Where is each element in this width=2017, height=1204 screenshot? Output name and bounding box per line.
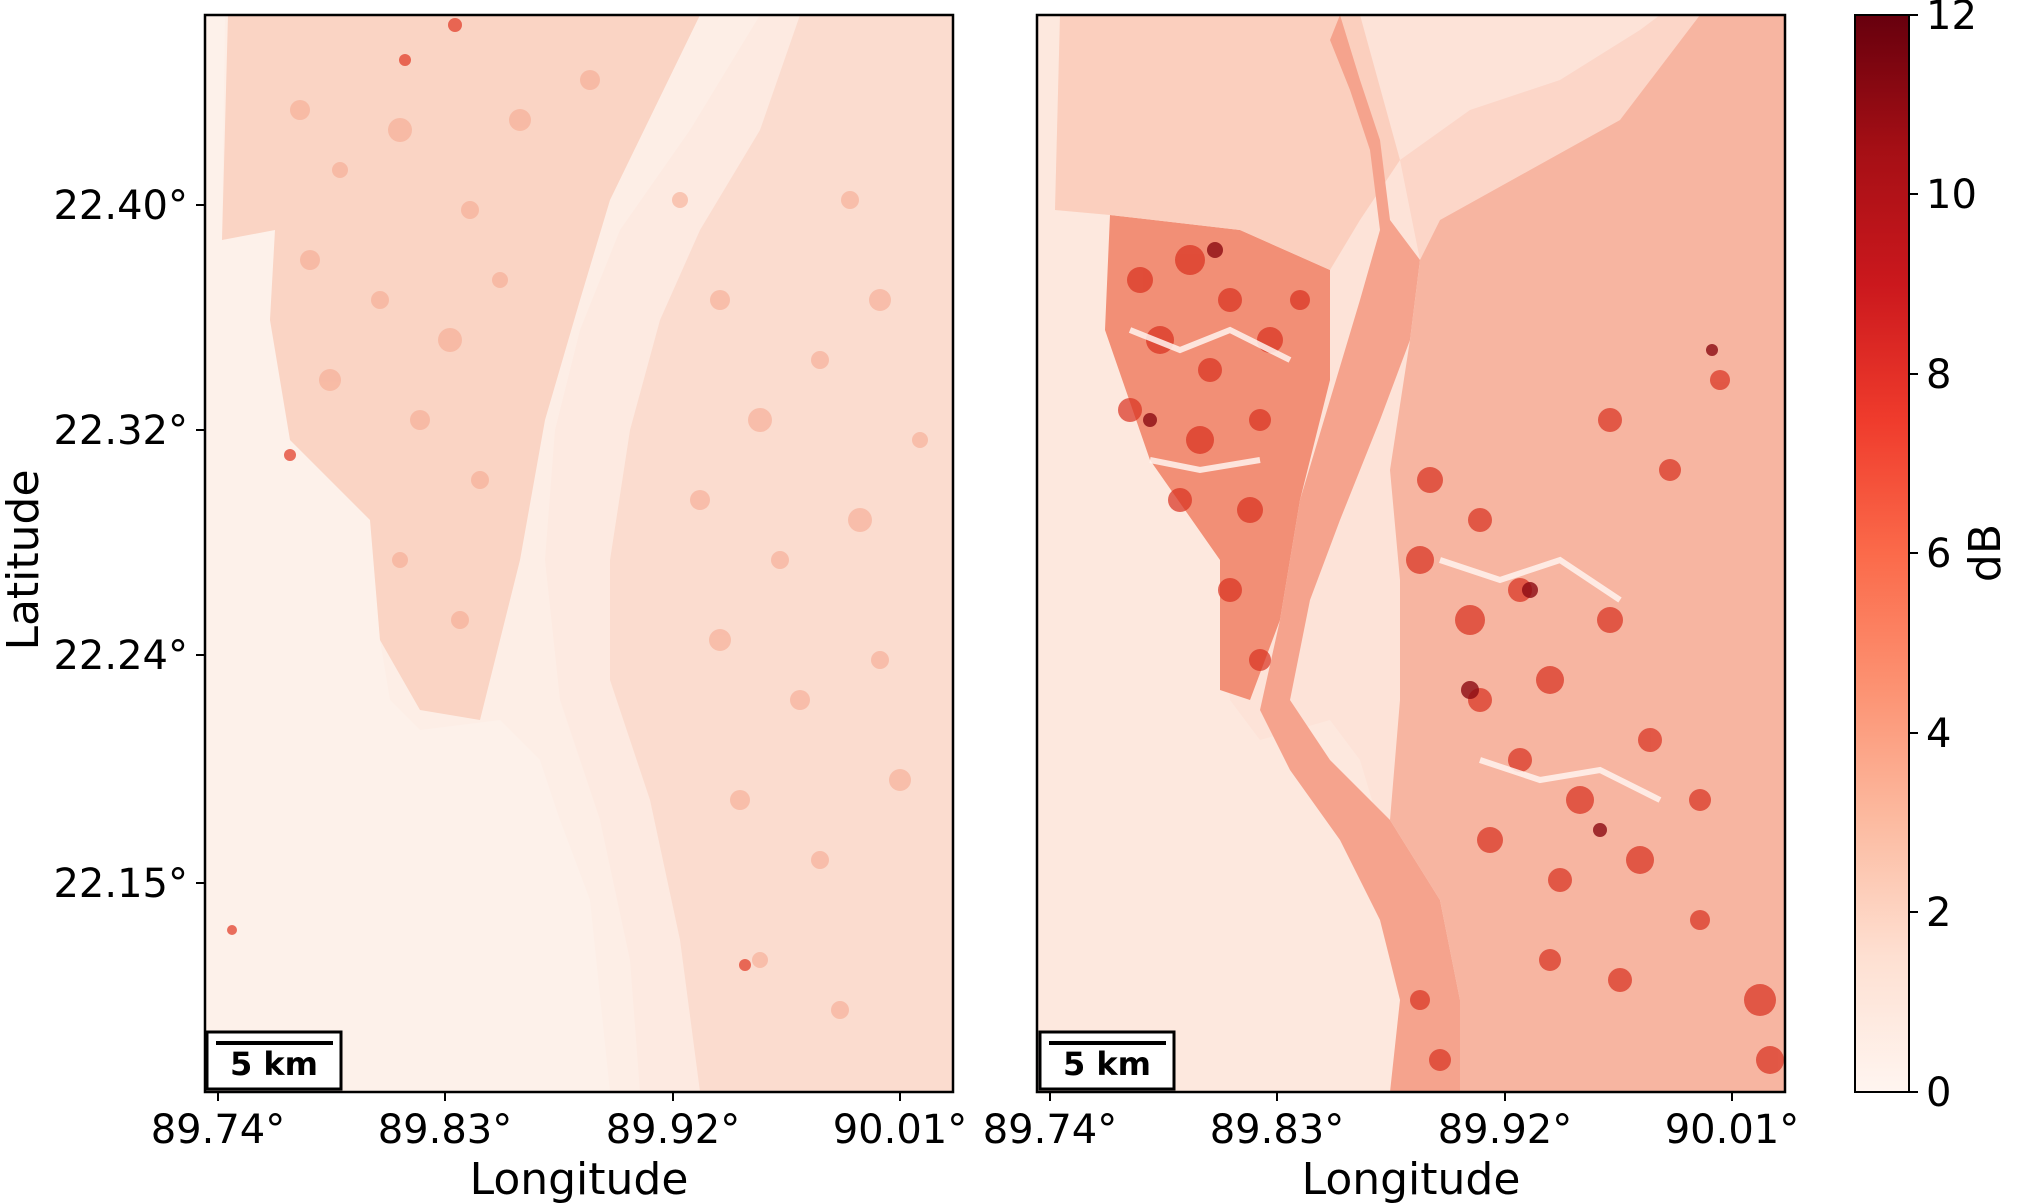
longitude-tick-label: 89.83°	[1210, 1107, 1345, 1153]
latitude-tick-label: 22.40°	[53, 183, 188, 229]
y-axis-label: Latitude	[0, 469, 49, 650]
texture-left	[290, 70, 928, 1019]
colorbar-tick-label: 0	[1926, 1070, 1951, 1116]
texture-right	[1118, 245, 1784, 1074]
colorbar-tick-label: 4	[1926, 711, 1951, 757]
longitude-tick-label: 90.01°	[833, 1107, 968, 1153]
latitude-tick-label: 22.24°	[53, 633, 188, 679]
latitude-tick-label: 22.32°	[53, 408, 188, 454]
longitude-tick-label: 89.92°	[606, 1107, 741, 1153]
scale-bar-label: 5 km	[1063, 1045, 1151, 1083]
channels-right	[1128, 326, 1662, 803]
longitude-tick-label: 89.92°	[1438, 1107, 1573, 1153]
colorbar-tick-label: 6	[1926, 531, 1951, 577]
x-axis-label: Longitude	[470, 1154, 689, 1204]
scale-bar-right: 5 km	[1038, 1030, 1176, 1091]
hotspots-left	[227, 18, 751, 971]
longitude-tick-label: 89.74°	[983, 1107, 1118, 1153]
colorbar-tick-label: 8	[1926, 352, 1951, 398]
longitude-axis-left: 89.74° 89.83° 89.92° 90.01° Longitude	[151, 1092, 968, 1204]
hotspots-right	[1143, 242, 1718, 837]
river-channel	[1260, 15, 1460, 1092]
map-panel-left: 5 km	[203, 13, 955, 1094]
colorbar-tick-label: 2	[1926, 890, 1951, 936]
river-north-east	[1400, 15, 1700, 260]
north-area	[1055, 15, 1400, 270]
colorbar-tick-label: 12	[1926, 0, 1977, 39]
river-channel	[545, 15, 800, 1092]
colorbar: 0 2 4 6 8 10 12 dB	[1854, 0, 2011, 1116]
latitude-axis: 22.40° 22.32° 22.24° 22.15° Latitude	[0, 183, 205, 907]
scale-bar-left: 5 km	[205, 1030, 343, 1091]
colorbar-ticks	[1909, 14, 1918, 1093]
longitude-tick-label: 89.83°	[378, 1107, 513, 1153]
colorbar-label: dB	[1960, 524, 2011, 582]
longitude-tick-label: 89.74°	[151, 1107, 286, 1153]
island-west	[222, 15, 700, 720]
longitude-axis-right: 89.74° 89.83° 89.92° 90.01° Longitude	[983, 1092, 1800, 1204]
map-frame-right	[1035, 13, 1787, 1094]
colorbar-gradient	[1854, 14, 1910, 1093]
longitude-tick-label: 90.01°	[1665, 1107, 1800, 1153]
x-axis-label: Longitude	[1302, 1154, 1521, 1204]
forest-east	[1390, 15, 1785, 1092]
water-west	[205, 15, 610, 1092]
latitude-tick-label: 22.15°	[53, 861, 188, 907]
map-panel-right: 5 km	[1035, 13, 1787, 1094]
scale-bar-label: 5 km	[230, 1045, 318, 1083]
map-frame-left	[203, 13, 955, 1094]
colorbar-tick-label: 10	[1926, 172, 1977, 218]
